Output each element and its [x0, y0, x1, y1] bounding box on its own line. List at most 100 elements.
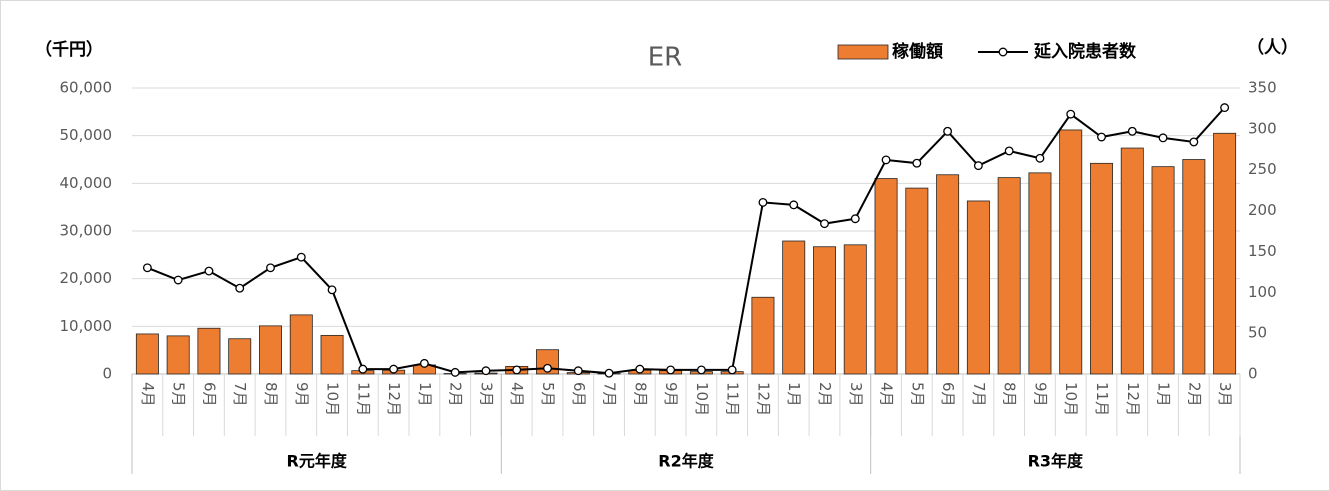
x-tick-label: 7月: [970, 382, 988, 407]
y2-tick-label: 150: [1248, 242, 1277, 260]
bar: [228, 338, 252, 375]
line-marker: [1097, 132, 1106, 142]
x-tick-label: 4月: [508, 382, 526, 407]
legend-label: 稼働額: [892, 41, 943, 62]
bar: [197, 327, 221, 375]
line-marker: [789, 200, 799, 210]
x-tick-label: 5月: [170, 382, 188, 407]
line-marker: [912, 158, 922, 168]
x-tick-label: 4月: [139, 382, 157, 407]
y-axis-label: （千円）: [35, 39, 103, 60]
line-marker: [296, 252, 306, 262]
bar: [1059, 129, 1083, 375]
y2-tick-label: 100: [1248, 283, 1277, 301]
x-tick-label: 3月: [477, 382, 495, 407]
x-tick-label: 8月: [262, 382, 280, 407]
line-marker: [696, 365, 706, 375]
line-marker: [235, 283, 245, 293]
x-tick-label: 2月: [1185, 382, 1203, 407]
line-marker: [204, 266, 214, 276]
bar: [259, 325, 282, 375]
legend-marker: [998, 47, 1008, 57]
x-tick-label: 5月: [539, 382, 557, 407]
line-marker: [358, 364, 368, 374]
y2-tick-label: 300: [1248, 119, 1277, 137]
line-marker: [1189, 137, 1199, 147]
x-tick-label: 6月: [570, 382, 588, 407]
line-marker: [758, 197, 768, 207]
bar: [166, 335, 190, 375]
line-marker: [666, 365, 676, 375]
line-marker: [820, 219, 829, 229]
y-tick-label: 20,000: [60, 269, 113, 287]
line-marker: [481, 366, 491, 376]
bar: [320, 334, 344, 375]
line-marker: [573, 366, 583, 376]
x-tick-label: 9月: [293, 382, 311, 407]
x-tick-label: 8月: [631, 382, 649, 407]
x-tick-label: 3月: [847, 382, 865, 407]
x-tick-label: 7月: [231, 382, 249, 407]
bar: [782, 240, 806, 375]
bar: [289, 314, 313, 375]
bar: [135, 333, 159, 375]
y2-tick-label: 50: [1248, 324, 1267, 342]
x-tick-label: 8月: [1001, 382, 1019, 407]
x-tick-label: 2月: [447, 382, 465, 407]
line-marker: [327, 285, 337, 295]
line-marker: [850, 214, 860, 224]
line-marker: [450, 367, 460, 377]
x-tick-label: 5月: [908, 382, 926, 407]
x-tick-label: 9月: [662, 382, 680, 407]
group-label: R2年度: [658, 452, 714, 471]
line: [147, 106, 1226, 375]
line-marker: [1127, 126, 1137, 136]
x-tick-label: 9月: [1031, 382, 1049, 407]
line-marker: [266, 263, 275, 273]
x-tick-label: 3月: [1216, 382, 1234, 407]
legend-label: 延入院患者数: [1033, 41, 1137, 62]
line-marker: [604, 368, 614, 378]
x-tick-label: 11月: [1093, 382, 1111, 416]
x-tick-label: 12月: [754, 382, 772, 416]
y2-axis-label: （人）: [1247, 37, 1298, 58]
y2-tick-label: 200: [1248, 201, 1277, 219]
bar: [1028, 172, 1052, 375]
line-marker: [635, 364, 645, 374]
bar: [997, 177, 1021, 375]
x-tick-label: 10月: [324, 382, 342, 416]
x-tick-label: 11月: [724, 382, 742, 416]
bar: [1151, 166, 1175, 375]
x-tick-label: 7月: [601, 382, 619, 407]
bar: [1182, 159, 1206, 375]
bar: [966, 200, 990, 375]
chart-title: ER: [648, 43, 683, 73]
x-tick-label: 1月: [1155, 382, 1173, 407]
bar: [1213, 132, 1237, 375]
line-marker: [881, 155, 891, 165]
group-label: R3年度: [1028, 452, 1084, 471]
line-marker: [1158, 133, 1168, 143]
y-tick-label: 30,000: [60, 222, 113, 240]
x-tick-label: 12月: [385, 382, 403, 416]
x-tick-label: 6月: [939, 382, 957, 407]
line-marker: [142, 263, 152, 273]
line-marker: [1035, 153, 1045, 163]
x-tick-label: 4月: [878, 382, 896, 407]
line-marker: [512, 365, 522, 375]
x-tick-label: 2月: [816, 382, 834, 407]
line-marker: [173, 275, 183, 285]
bar: [1120, 147, 1144, 375]
line-marker: [1220, 103, 1230, 113]
bar: [843, 244, 867, 375]
x-tick-label: 1月: [785, 382, 803, 407]
x-tick-label: 10月: [1062, 382, 1080, 416]
y-tick-label: 60,000: [60, 79, 113, 97]
group-label: R元年度: [287, 452, 348, 471]
line-marker: [943, 126, 953, 136]
x-tick-label: 1月: [416, 382, 434, 407]
y2-tick-label: 0: [1248, 365, 1258, 383]
x-tick-label: 6月: [200, 382, 218, 407]
